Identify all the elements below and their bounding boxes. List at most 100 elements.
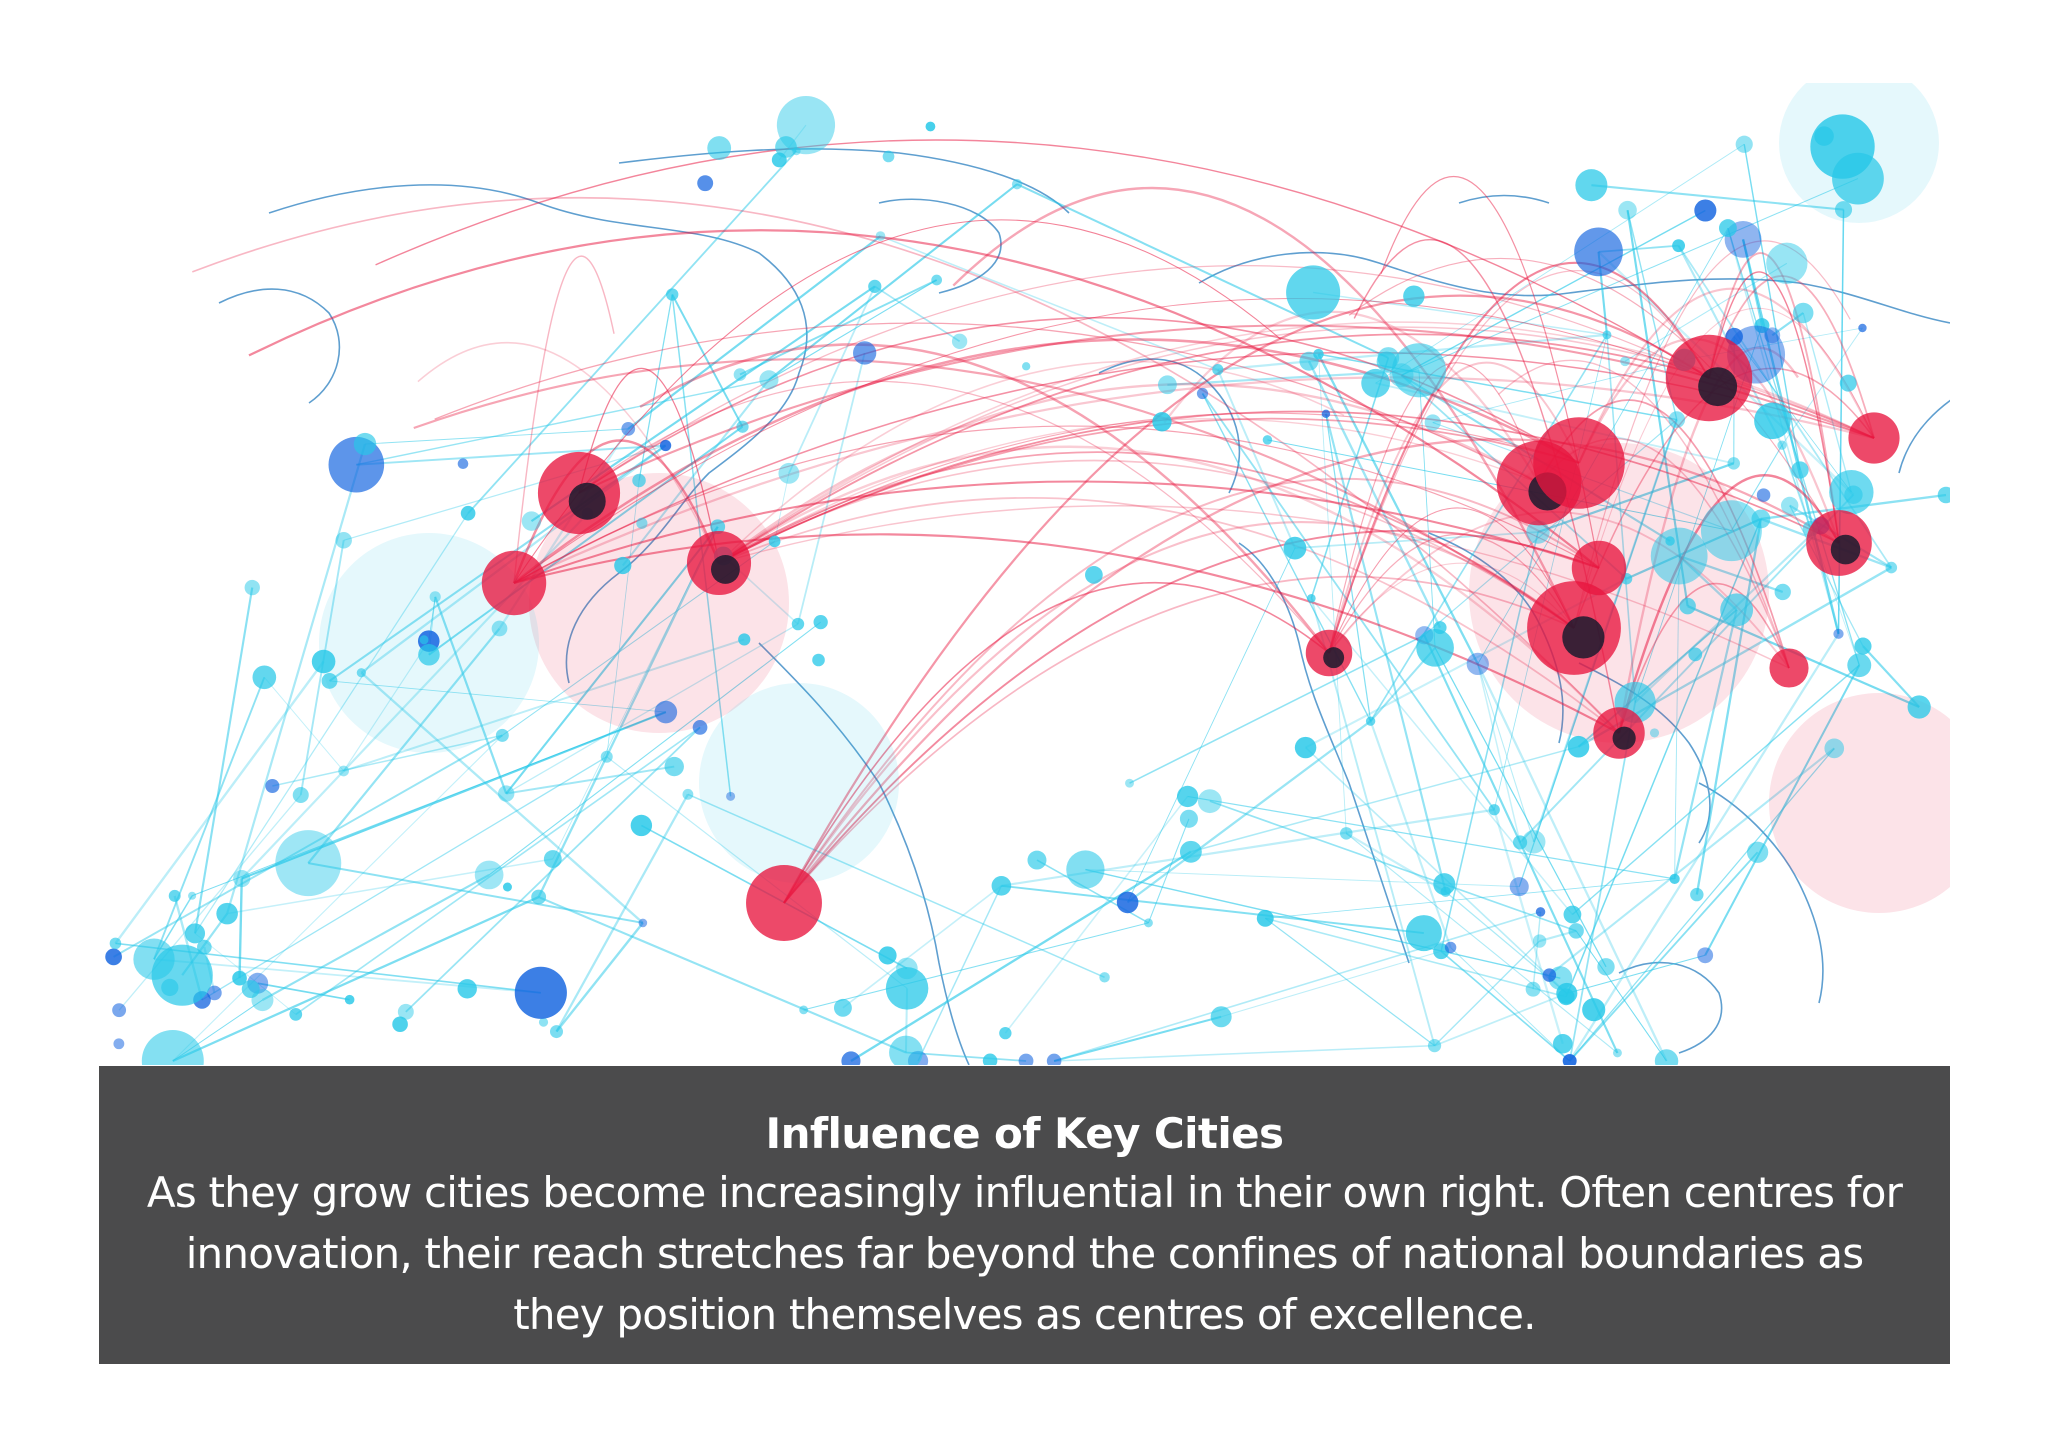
network-edge: [114, 660, 325, 945]
city-node: [185, 923, 206, 944]
network-edge: [1532, 911, 1542, 990]
city-node: [1488, 804, 1500, 816]
network-edge: [1781, 327, 1863, 446]
network-edge: [606, 756, 908, 989]
city-node: [1286, 265, 1341, 320]
influence-arc: [1327, 261, 1710, 654]
city-node: [1810, 114, 1875, 179]
network-edge: [1434, 940, 1541, 1047]
city-node: [1542, 968, 1557, 982]
city-node: [397, 1003, 414, 1020]
network-edge: [329, 680, 666, 713]
network-edge: [272, 734, 503, 787]
network-edge: [803, 922, 1149, 1011]
city-node: [1574, 227, 1623, 277]
network-edge: [1606, 334, 1636, 703]
city-node: [1654, 1049, 1679, 1065]
influence-arc: [783, 575, 1575, 904]
network-map-graphic: [105, 83, 1950, 1065]
city-node: [682, 788, 694, 800]
network-edge: [194, 512, 469, 934]
city-node: [636, 517, 648, 529]
network-edge: [788, 286, 876, 474]
key-city-core: [1830, 534, 1861, 565]
city-node: [457, 458, 469, 470]
influence-arc: [718, 360, 1345, 564]
influence-arc: [718, 418, 1540, 564]
city-node: [105, 948, 122, 966]
city-halo: [699, 683, 899, 883]
city-node: [1907, 695, 1931, 719]
city-node: [1466, 652, 1489, 676]
city-node: [521, 511, 542, 531]
city-node: [812, 653, 825, 667]
city-node: [1754, 318, 1770, 334]
city-node: [614, 556, 632, 575]
network-edge: [1209, 800, 1577, 932]
city-node: [600, 750, 613, 763]
city-node: [1307, 593, 1316, 603]
caption-title: Influence of Key Cities: [765, 1109, 1285, 1158]
city-node: [778, 462, 800, 484]
city-node: [141, 1030, 204, 1065]
network-edge: [1004, 795, 1189, 1034]
city-node: [1525, 981, 1541, 997]
influence-arc: [513, 480, 1600, 584]
network-edge: [153, 676, 266, 960]
city-node: [630, 814, 653, 837]
city-node: [1618, 200, 1637, 220]
city-node: [549, 1025, 563, 1039]
network-edge: [257, 982, 350, 1001]
city-node: [344, 994, 355, 1005]
city-node: [1766, 242, 1808, 285]
city-node: [1562, 1053, 1577, 1065]
network-edge: [1313, 291, 1608, 336]
network-edge: [1432, 359, 1685, 423]
influence-arc: [718, 496, 1620, 734]
city-node: [1690, 887, 1704, 902]
city-node: [1210, 1006, 1232, 1028]
city-node: [275, 830, 342, 897]
network-edge: [1265, 878, 1675, 919]
network-edge: [1310, 357, 1390, 599]
influence-arc: [1498, 359, 1790, 669]
network-edge: [917, 885, 1003, 1062]
network-edge: [1401, 178, 1859, 376]
network-edge: [1733, 336, 1852, 493]
city-node: [338, 765, 349, 777]
network-edge: [606, 480, 640, 757]
influence-arc: [1578, 287, 1875, 464]
network-edge: [172, 734, 503, 1062]
network-edge: [1129, 634, 1425, 784]
city-node: [457, 979, 477, 999]
city-node: [1563, 905, 1582, 924]
city-node: [1157, 375, 1177, 395]
city-halo: [1769, 693, 1950, 913]
network-edge: [238, 878, 243, 979]
city-node: [885, 967, 929, 1010]
city-node: [1197, 789, 1222, 814]
network-edge: [191, 711, 667, 897]
influence-arc: [1328, 361, 1580, 654]
network-edge: [307, 627, 501, 864]
city-node: [353, 432, 377, 456]
network-edge: [1450, 947, 1571, 1062]
network-edge: [505, 623, 799, 795]
city-node: [638, 918, 648, 928]
city-node: [1568, 923, 1584, 939]
city-node: [1152, 412, 1172, 432]
network-edge: [1401, 209, 1706, 376]
network-edge: [1802, 312, 1853, 493]
city-node: [1777, 440, 1787, 450]
key-city-core: [1698, 367, 1738, 407]
city-node: [841, 1051, 861, 1065]
influence-arc: [578, 380, 1330, 654]
network-edge: [1476, 663, 1668, 1062]
city-node: [710, 519, 726, 535]
network-edge: [1434, 992, 1568, 1047]
influence-arc: [513, 298, 1710, 584]
influence-arc: [1573, 308, 1875, 629]
city-node: [474, 860, 504, 890]
city-node: [419, 635, 429, 645]
city-node: [1885, 561, 1898, 574]
